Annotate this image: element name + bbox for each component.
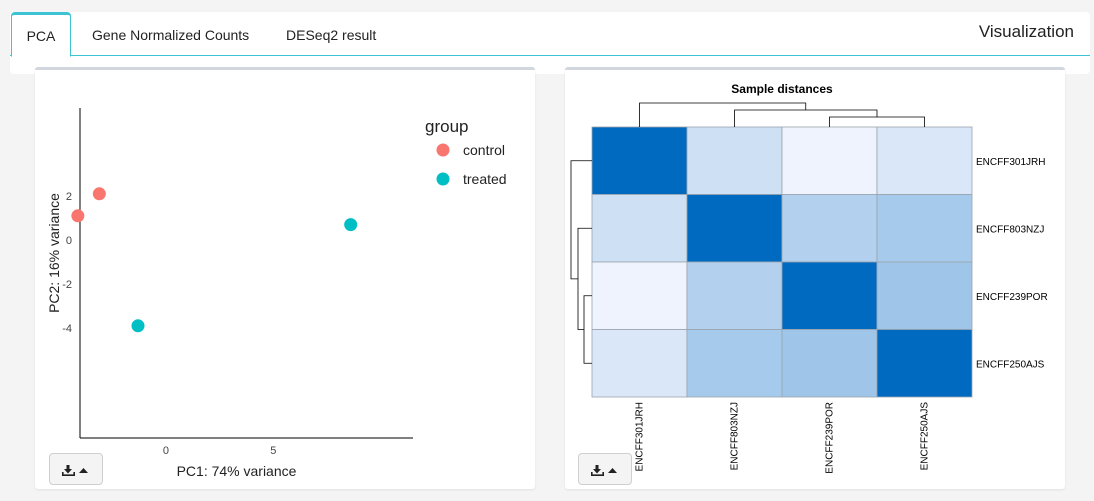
- row-dendrogram-branch: [583, 295, 592, 364]
- row-label: ENCFF803NZJ: [976, 224, 1044, 235]
- y-tick-label: -4: [62, 323, 72, 335]
- pca-panel: 0 5 -4 -2 0 2 PC1: 74% variance PC2: 16% varian…: [35, 67, 535, 489]
- y-tick-label: -2: [62, 279, 72, 291]
- heatmap-download-button[interactable]: [578, 453, 632, 485]
- data-point-control: [92, 187, 106, 201]
- heatmap-cell: [686, 261, 783, 330]
- heatmap-title: Sample distances: [731, 82, 833, 96]
- caret-up-icon: [608, 468, 617, 473]
- column-label: ENCFF239POR: [825, 402, 836, 474]
- row-dendrogram-branch: [570, 160, 592, 280]
- heatmap-cell: [591, 126, 688, 195]
- heatmap-cell: [781, 194, 878, 263]
- heatmap-cell: [781, 261, 878, 330]
- x-axis-label: PC1: 74% variance: [177, 463, 297, 479]
- column-dendrogram-branch: [734, 109, 878, 127]
- data-point-control: [71, 209, 85, 223]
- heatmap-cell: [781, 329, 878, 398]
- caret-up-icon: [79, 468, 88, 473]
- heatmap-cell: [686, 329, 783, 398]
- legend-title: group: [425, 117, 468, 136]
- heatmap-cell: [591, 194, 688, 263]
- heatmap-cell: [686, 126, 783, 195]
- row-label: ENCFF239POR: [976, 292, 1048, 303]
- tabs-row: PCA Gene Normalized Counts DESeq2 result…: [10, 12, 1090, 57]
- download-icon: [62, 465, 75, 476]
- column-label: ENCFF301JRH: [635, 402, 646, 471]
- pca-download-button[interactable]: [49, 453, 103, 485]
- x-tick-label: 5: [270, 445, 276, 457]
- column-label: ENCFF803NZJ: [730, 402, 741, 470]
- column-label: ENCFF250AJS: [920, 402, 931, 471]
- tab-bar: PCA Gene Normalized Counts DESeq2 result…: [10, 12, 1090, 74]
- heatmap-cell: [876, 126, 973, 195]
- x-tick-label: 0: [163, 445, 169, 457]
- heatmap-cell: [876, 261, 973, 330]
- data-point-treated: [131, 319, 145, 333]
- row-label: ENCFF250AJS: [976, 359, 1045, 370]
- tab-pca[interactable]: PCA: [11, 12, 71, 57]
- row-label: ENCFF301JRH: [976, 157, 1045, 168]
- heatmap-cell: [686, 194, 783, 263]
- row-dendrogram-branch: [577, 227, 592, 330]
- y-axis-label: PC2: 16% variance: [46, 193, 62, 313]
- heatmap-cell: [591, 329, 688, 398]
- data-point-treated: [344, 218, 358, 232]
- pca-plot: 0 5 -4 -2 0 2 PC1: 74% variance PC2: 16% varian…: [46, 108, 507, 479]
- section-title: Visualization: [978, 22, 1074, 41]
- legend-key-control: [436, 143, 450, 157]
- download-icon: [591, 465, 604, 476]
- legend-label-treated: treated: [463, 171, 507, 187]
- y-tick-label: 0: [66, 235, 72, 247]
- tab-deseq2-result[interactable]: DESeq2 result: [286, 27, 377, 43]
- y-tick-label: 2: [66, 191, 72, 203]
- heatmap-panel: Sample distances ENCFF301JRH ENCFF803NZJ EN…: [565, 67, 1065, 489]
- legend-key-treated: [436, 172, 450, 186]
- column-dendrogram-branch: [829, 116, 925, 127]
- sample-distance-heatmap: Sample distances ENCFF301JRH ENCFF803NZJ EN…: [570, 82, 1048, 474]
- heatmap-cell: [876, 194, 973, 263]
- heatmap-cell: [876, 329, 973, 398]
- legend-label-control: control: [463, 142, 505, 158]
- column-dendrogram-branch: [639, 102, 807, 127]
- heatmap-cell: [591, 261, 688, 330]
- heatmap-cell: [781, 126, 878, 195]
- tab-gene-normalized-counts[interactable]: Gene Normalized Counts: [92, 27, 250, 43]
